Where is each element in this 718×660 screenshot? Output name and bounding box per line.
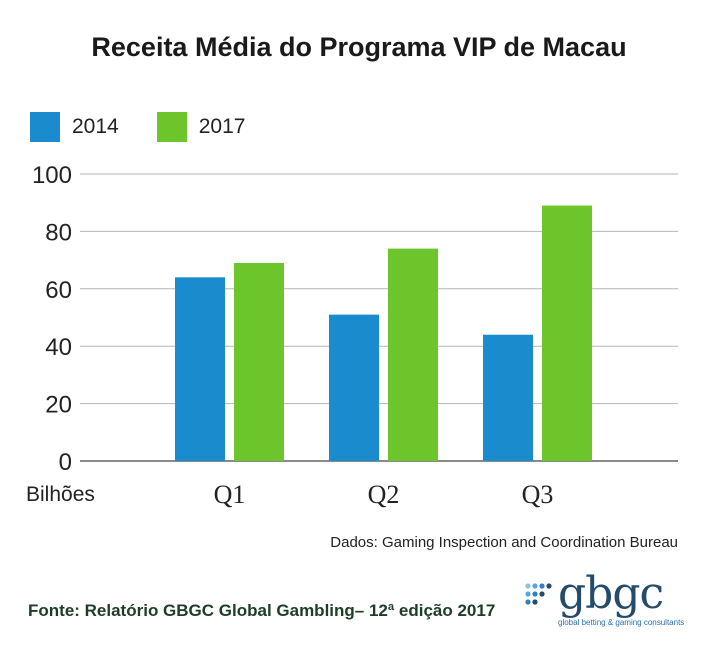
legend-item-2017: 2017 (156, 112, 246, 142)
y-tick-label-100: 100 (32, 162, 72, 189)
data-source-note: Dados: Gaming Inspection and Coordinatio… (330, 534, 678, 551)
footer-source: Fonte: Relatório GBGC Global Gambling– 1… (28, 601, 496, 620)
bar-q1-2017 (234, 262, 284, 461)
logo-wordmark: gbgc (558, 568, 664, 619)
legend-label-2014: 2014 (72, 115, 119, 138)
legend-swatch-2014 (30, 112, 60, 142)
gbgc-logo: gbgc global betting & gaming consultants (524, 568, 694, 632)
chart-title: Receita Média do Programa VIP de Macau (91, 32, 627, 62)
logo-dots-icon (525, 583, 552, 605)
bar-q3-2017 (542, 205, 592, 461)
legend-item-2014: 2014 (30, 112, 119, 142)
bar-q2-2017 (388, 248, 438, 461)
y-axis-label: Bilhões (26, 483, 95, 506)
bar-q2-2014 (329, 314, 379, 461)
legend: 2014 2017 (30, 112, 283, 142)
y-tick-label-0: 0 (59, 449, 72, 476)
y-tick-label-60: 60 (45, 277, 72, 304)
x-tick-label-q1: Q1 (214, 480, 246, 509)
y-tick-label-80: 80 (45, 219, 72, 246)
legend-label-2017: 2017 (198, 115, 246, 138)
bar-q1-2014 (175, 277, 225, 461)
y-tick-label-40: 40 (45, 334, 72, 361)
y-tick-label-20: 20 (45, 392, 72, 419)
x-tick-label-q2: Q2 (368, 480, 400, 509)
bar-q3-2014 (483, 334, 533, 461)
x-tick-label-q3: Q3 (522, 480, 554, 509)
legend-swatch-2017 (156, 112, 187, 142)
logo-tagline: global betting & gaming consultants (558, 618, 685, 627)
